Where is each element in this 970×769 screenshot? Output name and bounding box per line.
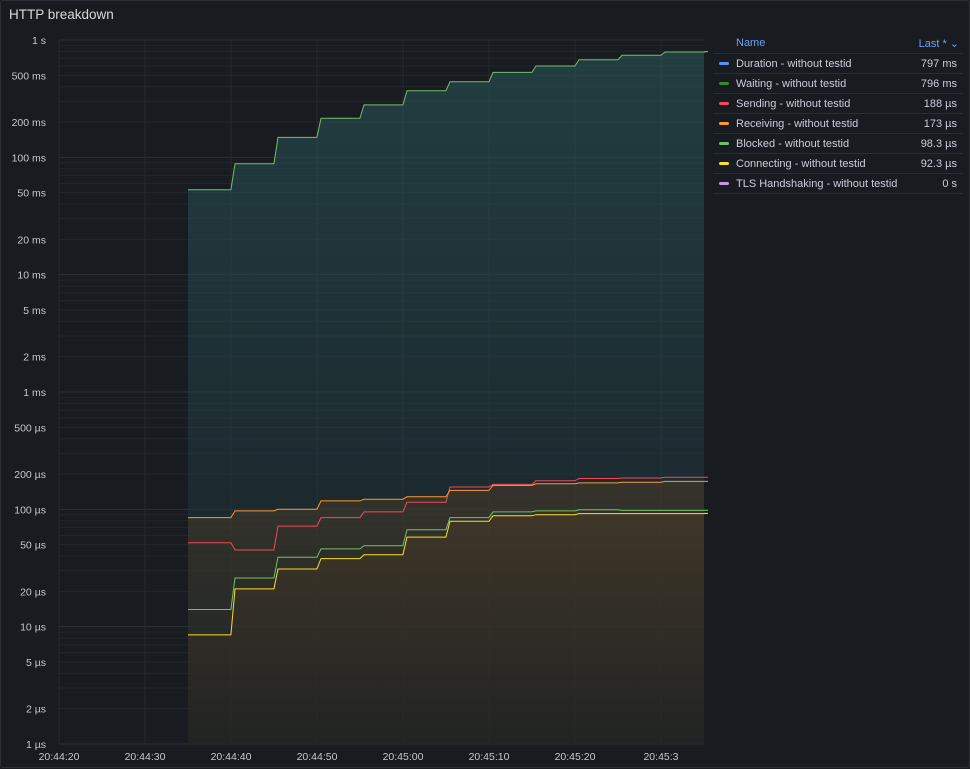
y-tick-label: 500 ms: [12, 70, 46, 82]
legend-row[interactable]: Receiving - without testid 173 µs: [713, 114, 963, 134]
y-tick-label: 10 ms: [17, 270, 46, 282]
legend-header-last-sort[interactable]: Last * ⌄: [918, 37, 959, 50]
y-tick-label: 200 µs: [14, 469, 46, 481]
y-tick-label: 100 µs: [14, 504, 46, 516]
x-tick-label: 20:45:20: [555, 751, 596, 763]
legend-color-swatch: [719, 122, 729, 125]
x-tick-label: 20:45:10: [469, 751, 510, 763]
legend-color-swatch: [719, 62, 729, 65]
x-tick-label: 20:45:3: [643, 751, 678, 763]
legend-row[interactable]: Blocked - without testid 98.3 µs: [713, 134, 963, 154]
y-tick-label: 50 ms: [17, 188, 46, 200]
legend-series-name[interactable]: Connecting - without testid: [736, 157, 866, 170]
legend-row[interactable]: Waiting - without testid 796 ms: [713, 74, 963, 94]
legend-color-swatch: [719, 182, 729, 185]
y-tick-label: 1 s: [32, 35, 46, 47]
legend-series-name[interactable]: TLS Handshaking - without testid: [736, 177, 898, 190]
y-tick-label: 100 ms: [12, 152, 46, 164]
legend-series-name[interactable]: Waiting - without testid: [736, 77, 847, 90]
y-tick-label: 2 ms: [23, 352, 46, 364]
legend-color-swatch: [719, 162, 729, 165]
y-tick-label: 1 µs: [26, 739, 46, 751]
legend-series-name[interactable]: Sending - without testid: [736, 97, 851, 110]
legend-last-value: 0 s: [942, 177, 957, 190]
legend-row[interactable]: Sending - without testid 188 µs: [713, 94, 963, 114]
panel-title: HTTP breakdown: [9, 7, 114, 22]
legend-series-name[interactable]: Blocked - without testid: [736, 137, 850, 150]
legend-row[interactable]: TLS Handshaking - without testid 0 s: [713, 174, 963, 194]
series-line: [188, 476, 708, 551]
legend-row[interactable]: Connecting - without testid 92.3 µs: [713, 154, 963, 174]
series-line: [188, 509, 709, 610]
legend-color-swatch: [719, 82, 729, 85]
legend-header-name[interactable]: Name: [736, 37, 766, 49]
legend-header: Name Last * ⌄: [713, 33, 963, 54]
y-tick-label: 50 µs: [20, 540, 46, 552]
legend: Name Last * ⌄ Duration - without testid 7…: [713, 33, 963, 194]
legend-color-swatch: [719, 102, 729, 105]
x-tick-label: 20:44:30: [125, 751, 166, 763]
series-line: [188, 480, 708, 519]
x-tick-label: 20:44:50: [297, 751, 338, 763]
y-tick-label: 1 ms: [23, 387, 46, 399]
y-tick-label: 500 µs: [14, 422, 46, 434]
legend-row[interactable]: Duration - without testid 797 ms: [713, 54, 963, 74]
y-tick-label: 5 µs: [26, 657, 46, 669]
x-tick-label: 20:45:00: [383, 751, 424, 763]
x-tick-label: 20:44:40: [211, 751, 252, 763]
legend-last-value: 92.3 µs: [920, 157, 957, 170]
series-area: [188, 513, 708, 744]
y-tick-label: 200 ms: [12, 117, 46, 129]
y-tick-label: 5 ms: [23, 305, 46, 317]
legend-series-name[interactable]: Receiving - without testid: [736, 117, 859, 130]
legend-last-value: 797 ms: [920, 57, 957, 70]
legend-last-value: 188 µs: [923, 97, 957, 110]
y-tick-label: 10 µs: [20, 622, 46, 634]
legend-last-value: 98.3 µs: [920, 137, 957, 150]
y-tick-label: 20 µs: [20, 586, 46, 598]
legend-last-value: 796 ms: [920, 77, 957, 90]
legend-series-name[interactable]: Duration - without testid: [736, 57, 852, 70]
legend-color-swatch: [719, 142, 729, 145]
x-tick-label: 20:44:20: [39, 751, 80, 763]
y-tick-label: 20 ms: [17, 234, 46, 246]
legend-last-value: 173 µs: [923, 117, 957, 130]
y-tick-label: 2 µs: [26, 704, 46, 716]
series-line: [188, 512, 709, 636]
series-line: [188, 51, 709, 191]
